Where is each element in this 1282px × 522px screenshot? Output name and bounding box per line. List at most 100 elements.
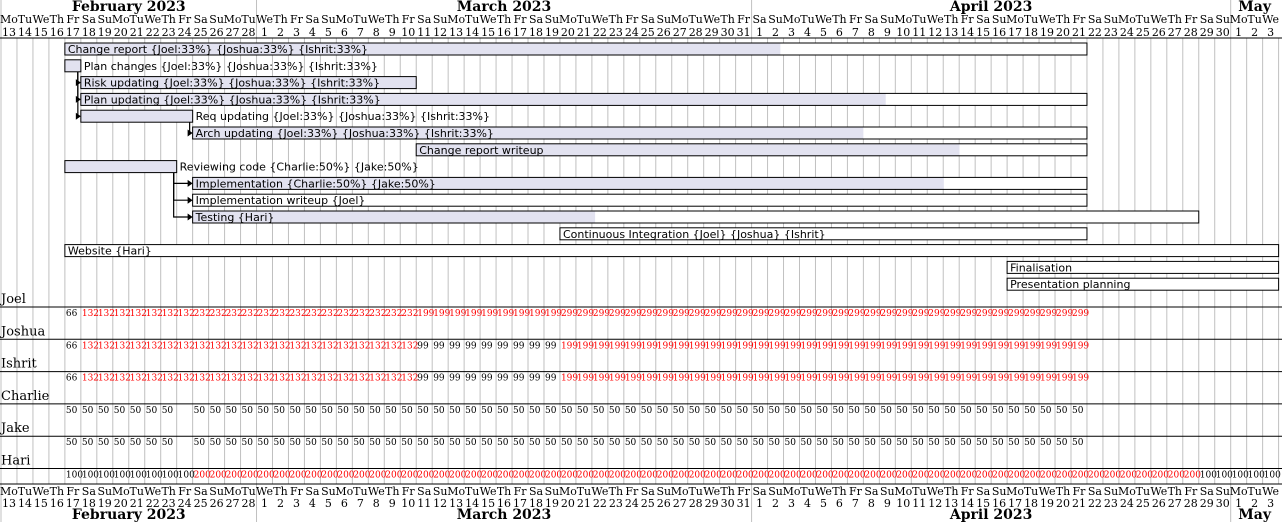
day-number-top: 13 (449, 26, 463, 39)
resource-load-value: 100 (130, 471, 147, 481)
day-number-bottom: 15 (34, 497, 48, 510)
resource-load-value: 50 (816, 438, 828, 448)
day-name-top: We (144, 13, 161, 26)
resource-load-value: 299 (593, 309, 610, 319)
day-name-bottom: Th (385, 485, 399, 498)
day-number-bottom: 7 (357, 497, 364, 510)
day-number-top: 22 (593, 26, 607, 39)
resource-load-value: 50 (1040, 438, 1052, 448)
resource-load-value: 200 (321, 471, 338, 481)
month-label-bottom: May (1238, 507, 1272, 522)
resource-load-value: 132 (273, 341, 290, 351)
task-label: Finalisation (1010, 261, 1072, 274)
resource-load-value: 199 (721, 341, 738, 351)
day-number-top: 19 (98, 26, 112, 39)
task-bar-bg (559, 227, 1087, 240)
day-number-bottom: 16 (497, 497, 511, 510)
day-name-top: Th (720, 13, 734, 26)
resource-load-value: 100 (1264, 471, 1281, 481)
day-number-top: 8 (373, 26, 380, 39)
resource-load-value: 50 (880, 438, 892, 448)
resource-load-value: 50 (737, 438, 749, 448)
day-number-top: 19 (545, 26, 559, 39)
resource-load-value: 132 (401, 341, 418, 351)
resource-load-value: 200 (1072, 471, 1089, 481)
resource-load-value: 132 (353, 374, 370, 384)
resource-load-value: 50 (1056, 406, 1068, 416)
day-number-top: 15 (976, 26, 990, 39)
day-number-top: 26 (1152, 26, 1166, 39)
resource-load-value: 50 (577, 406, 589, 416)
day-name-top: Su (321, 13, 336, 26)
resource-load-value: 132 (194, 341, 211, 351)
resource-load-value: 200 (992, 471, 1009, 481)
day-name-bottom: Mo (559, 485, 577, 498)
month-label-top: April 2023 (949, 0, 1033, 15)
day-name-bottom: Sa (417, 485, 432, 498)
resource-load-value: 199 (976, 341, 993, 351)
resource-load-value: 299 (721, 309, 738, 319)
resource-load-value: 200 (385, 471, 402, 481)
resource-load-value: 50 (210, 438, 222, 448)
day-name-top: Tu (688, 13, 702, 26)
day-number-bottom: 2 (1251, 497, 1258, 510)
resource-load-value: 50 (289, 438, 301, 448)
resource-load-value: 200 (785, 471, 802, 481)
day-name-top: Tu (800, 13, 814, 26)
resource-load-value: 200 (1024, 471, 1041, 481)
day-number-top: 28 (242, 26, 256, 39)
resource-load-value: 50 (928, 406, 940, 416)
resource-load-value: 132 (369, 374, 386, 384)
resource-load-value: 132 (130, 374, 147, 384)
day-name-top: Su (97, 13, 112, 26)
task-bar-outline (64, 59, 82, 73)
day-number-top: 12 (928, 26, 942, 39)
resource-load-value: 132 (226, 374, 243, 384)
day-number-bottom: 28 (689, 497, 703, 510)
day-number-top: 2 (1251, 26, 1258, 39)
resource-load-value: 50 (561, 438, 573, 448)
day-number-top: 3 (293, 26, 300, 39)
resource-load-value: 50 (848, 406, 860, 416)
resource-load-value: 200 (976, 471, 993, 481)
dependency-arrow (173, 172, 189, 218)
resource-load-value: 200 (337, 471, 354, 481)
day-number-bottom: 28 (242, 497, 256, 510)
task-progress-fill (64, 160, 177, 173)
resource-load-value: 199 (848, 374, 865, 384)
day-name-bottom: Su (209, 485, 224, 498)
day-name-bottom: Fr (290, 485, 304, 498)
day-number-top: 23 (609, 26, 623, 39)
day-number-bottom: 9 (389, 497, 396, 510)
day-number-top: 3 (788, 26, 795, 39)
resource-load-value: 200 (561, 471, 578, 481)
day-number-top: 29 (705, 26, 719, 39)
day-name-bottom: Th (1168, 485, 1182, 498)
task-label: Plan updating {Joel:33%} {Joshua:33%} {I… (84, 93, 381, 106)
resource-load-value: 132 (289, 341, 306, 351)
resource-load-value: 132 (98, 309, 115, 319)
day-number-bottom: 5 (820, 497, 827, 510)
task-bar-bg (1007, 261, 1279, 274)
resource-load-value: 199 (864, 374, 881, 384)
resource-load-value: 199 (976, 374, 993, 384)
task-bar-outline (1006, 260, 1280, 274)
resource-load-value: 232 (385, 309, 402, 319)
day-number-bottom: 2 (772, 497, 779, 510)
resource-load-value: 50 (625, 438, 637, 448)
resource-load-value: 50 (816, 406, 828, 416)
day-name-top: Sa (753, 13, 768, 26)
day-name-top: Th (497, 13, 511, 26)
task-bar-outline (415, 143, 1088, 157)
day-name-bottom: Tu (465, 485, 479, 498)
resource-load-value: 199 (864, 341, 881, 351)
resource-load-value: 50 (242, 406, 254, 416)
resource-load-value: 199 (1024, 374, 1041, 384)
day-name-bottom: Fr (1073, 485, 1087, 498)
day-number-bottom: 3 (1267, 497, 1274, 510)
day-name-top: Su (433, 13, 448, 26)
resource-load-value: 132 (114, 341, 131, 351)
resource-load-value: 132 (273, 374, 290, 384)
resource-load-value: 132 (146, 374, 163, 384)
day-name-bottom: Su (992, 485, 1007, 498)
